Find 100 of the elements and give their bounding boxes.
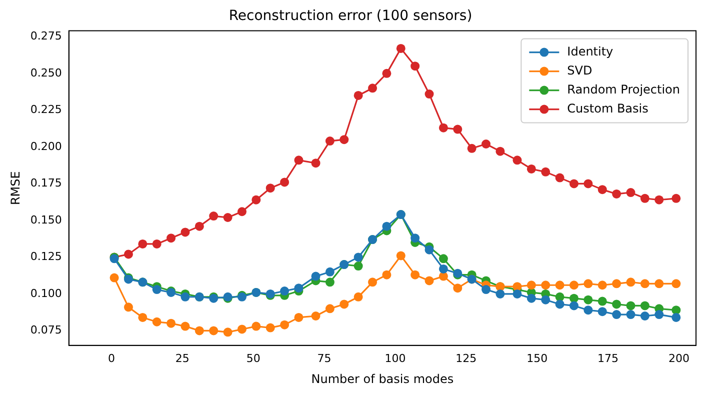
- point: [124, 250, 133, 259]
- x-tick-label: 100: [384, 352, 406, 365]
- point: [368, 84, 378, 93]
- point: [424, 90, 434, 99]
- point: [152, 239, 162, 248]
- point: [294, 312, 304, 322]
- point: [354, 252, 363, 262]
- y-tick-label: 0.075: [30, 324, 62, 337]
- y-tick-label: 0.225: [30, 103, 62, 116]
- point: [152, 317, 162, 326]
- point: [223, 213, 232, 222]
- legend-label: Random Projection: [567, 82, 680, 96]
- point: [138, 312, 148, 322]
- point: [110, 273, 119, 282]
- point: [512, 156, 522, 165]
- point: [138, 239, 148, 248]
- y-axis-title: RMSE: [8, 171, 22, 206]
- point: [672, 194, 681, 203]
- point: [194, 326, 204, 336]
- point: [541, 280, 550, 290]
- point: [166, 318, 176, 328]
- point: [496, 289, 505, 298]
- point: [453, 284, 462, 293]
- point: [410, 270, 420, 280]
- point: [555, 300, 564, 309]
- point: [294, 284, 304, 293]
- x-tick-label: 0: [108, 352, 115, 365]
- point: [382, 270, 392, 280]
- point: [654, 279, 664, 288]
- point: [340, 300, 349, 309]
- point: [410, 234, 420, 243]
- y-tick-label: 0.250: [30, 66, 62, 80]
- point: [482, 139, 491, 148]
- point: [354, 262, 363, 271]
- point: [152, 285, 162, 294]
- x-axis-title: Number of basis modes: [311, 372, 454, 386]
- chart-title: Reconstruction error (100 sensors): [228, 8, 472, 24]
- x-tick-label: 200: [668, 352, 690, 365]
- point: [482, 285, 491, 294]
- y-tick-label: 0.175: [30, 176, 62, 190]
- point: [311, 158, 320, 168]
- point: [166, 234, 176, 243]
- point: [453, 124, 462, 134]
- point: [280, 286, 290, 296]
- point: [640, 301, 650, 310]
- point: [569, 301, 578, 310]
- point: [382, 222, 392, 231]
- legend-label: Custom Basis: [567, 101, 648, 116]
- point: [252, 322, 261, 331]
- legend-label: Identity: [567, 44, 614, 58]
- point: [180, 292, 190, 302]
- point: [569, 294, 578, 303]
- point: [526, 294, 536, 303]
- point: [438, 254, 448, 264]
- point: [672, 312, 681, 322]
- point: [180, 228, 190, 237]
- point: [555, 173, 564, 182]
- y-tick-label: 0.275: [30, 30, 62, 43]
- point: [368, 278, 378, 287]
- point: [598, 280, 607, 290]
- point: [598, 185, 607, 194]
- point: [438, 264, 448, 274]
- point: [396, 44, 406, 53]
- point: [672, 279, 681, 288]
- point: [180, 322, 190, 331]
- point: [124, 302, 133, 312]
- point: [194, 222, 204, 231]
- point: [654, 310, 664, 320]
- x-tick-label: 125: [456, 352, 477, 365]
- point: [467, 144, 476, 153]
- point: [640, 279, 650, 288]
- point: [438, 123, 448, 132]
- point: [598, 296, 607, 306]
- x-tick-label: 150: [526, 352, 548, 365]
- point: [311, 312, 320, 320]
- point: [280, 178, 290, 187]
- point: [569, 179, 578, 188]
- point: [541, 167, 550, 176]
- x-tick-label: 75: [317, 352, 332, 365]
- point: [541, 295, 550, 304]
- point: [325, 278, 334, 287]
- point: [209, 212, 218, 221]
- x-tick-label: 175: [598, 352, 619, 365]
- point: [526, 280, 536, 290]
- point: [325, 267, 334, 276]
- point: [280, 320, 290, 330]
- point: [325, 136, 334, 146]
- point: [654, 195, 664, 204]
- point: [612, 300, 622, 309]
- point: [424, 276, 434, 286]
- point: [569, 280, 578, 290]
- x-tick-label: 25: [175, 352, 190, 365]
- x-tick-label: 50: [246, 352, 260, 365]
- point: [640, 194, 650, 203]
- point: [584, 306, 593, 315]
- point: [626, 188, 636, 198]
- point: [626, 278, 636, 287]
- point: [396, 251, 406, 260]
- point: [584, 295, 593, 304]
- y-tick-label: 0.200: [30, 140, 62, 153]
